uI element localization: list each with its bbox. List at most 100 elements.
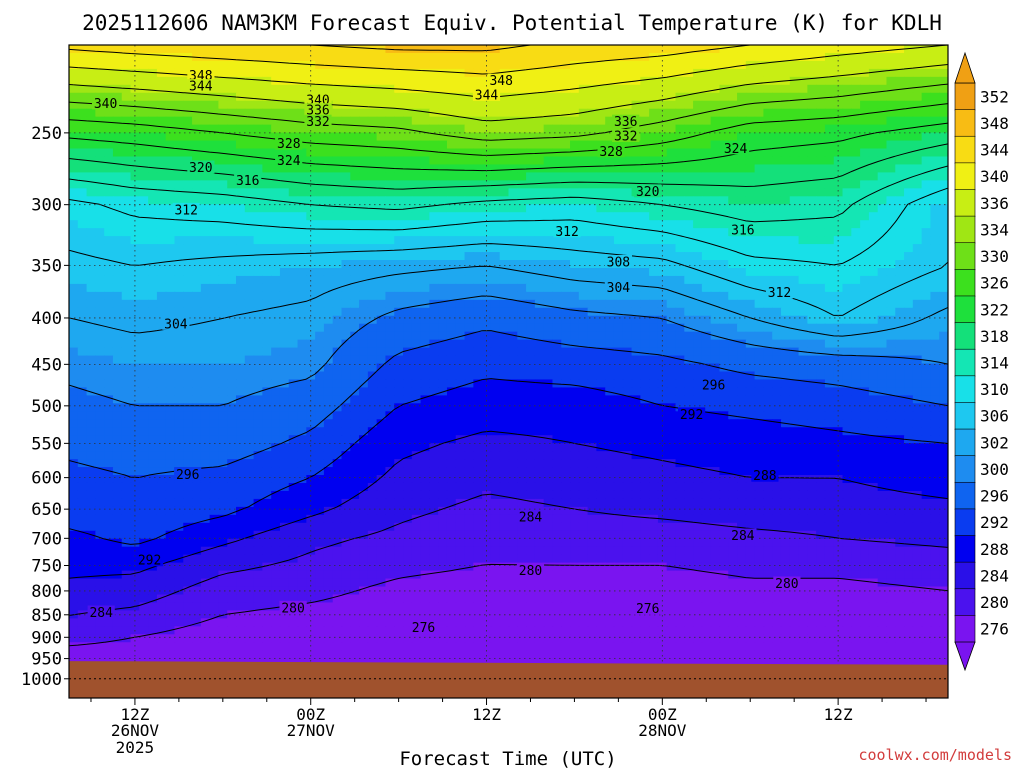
heat-cell [587, 291, 597, 301]
heat-cell [895, 220, 905, 229]
heat-cell [297, 403, 307, 412]
heat-cell [464, 188, 474, 197]
heat-cell [842, 379, 852, 389]
heat-cell [921, 156, 932, 166]
heat-cell [420, 323, 430, 333]
heat-cell [148, 68, 158, 78]
heat-cell [139, 180, 149, 189]
heat-cell [473, 156, 483, 166]
heat-cell [69, 331, 79, 341]
heat-cell [517, 419, 527, 428]
heat-cell [323, 196, 334, 205]
heat-cell [86, 427, 96, 436]
heat-cell [807, 419, 817, 428]
heat-cell [192, 355, 202, 365]
heat-cell [350, 132, 360, 142]
heat-cell [429, 267, 439, 277]
heat-cell [543, 196, 554, 205]
heat-cell [684, 148, 694, 158]
heat-cell [253, 395, 263, 404]
heat-cell [148, 76, 158, 86]
heat-cell [904, 60, 914, 70]
heat-cell [895, 164, 905, 174]
heat-cell [605, 172, 615, 181]
heat-cell [640, 355, 650, 365]
heat-cell [824, 244, 835, 253]
heat-cell [183, 267, 193, 277]
heat-cell [772, 371, 782, 381]
heat-cell [939, 395, 948, 404]
heat-cell [183, 299, 193, 309]
heat-cell [737, 260, 747, 269]
heat-cell [649, 156, 659, 166]
heat-cell [148, 124, 158, 134]
heat-cell [183, 108, 193, 118]
heat-cell [745, 244, 756, 253]
heat-cell [780, 267, 791, 277]
heat-cell [271, 252, 281, 261]
heat-cell [473, 60, 483, 70]
heat-cell [200, 275, 211, 285]
heat-cell [490, 339, 501, 349]
heat-cell [737, 275, 747, 285]
heat-cell [737, 339, 747, 349]
heat-cell [693, 395, 703, 404]
heat-cell [165, 403, 176, 412]
heat-cell [833, 204, 844, 213]
heat-cell [411, 116, 422, 126]
heat-cell [763, 355, 773, 365]
heat-cell [227, 132, 237, 142]
heat-cell [640, 116, 650, 126]
heat-cell [728, 164, 738, 174]
heat-cell [69, 108, 79, 118]
heat-cell [446, 156, 457, 166]
heat-cell [842, 275, 852, 285]
heat-cell [640, 315, 650, 325]
heat-cell [95, 60, 105, 70]
heat-cell [754, 275, 765, 285]
heat-cell [613, 427, 624, 436]
heat-cell [772, 323, 782, 333]
heat-cell [244, 228, 255, 237]
heat-cell [675, 395, 685, 404]
heat-cell [288, 68, 299, 78]
heat-cell [780, 100, 791, 110]
heat-cell [288, 387, 299, 396]
heat-cell [367, 331, 378, 341]
heat-cell [886, 387, 896, 396]
heat-cell [104, 212, 114, 221]
heat-cell [816, 148, 826, 158]
heat-cell [728, 363, 738, 373]
heat-cell [156, 371, 167, 381]
heat-cell [868, 180, 879, 189]
heat-cell [543, 435, 554, 444]
heat-cell [130, 45, 140, 54]
heat-cell [490, 307, 501, 317]
heat-cell [244, 108, 255, 118]
heat-cell [904, 116, 914, 126]
heat-cell [359, 100, 369, 110]
heat-cell [420, 419, 430, 428]
heat-cell [816, 291, 826, 301]
heat-cell [156, 92, 167, 102]
heat-cell [279, 220, 290, 229]
heat-cell [244, 291, 255, 301]
heat-cell [200, 315, 211, 325]
heat-cell [684, 355, 694, 365]
heat-cell [526, 100, 536, 110]
heat-cell [798, 132, 808, 142]
heat-cell [798, 228, 808, 237]
heat-cell [69, 124, 79, 134]
heat-cell [350, 140, 360, 150]
heat-cell [605, 419, 615, 428]
heat-cell [306, 267, 316, 277]
heat-cell [165, 156, 176, 166]
heat-cell [156, 84, 167, 94]
heat-cell [473, 45, 483, 54]
heat-cell [367, 355, 378, 365]
heat-cell [297, 196, 307, 205]
heat-cell [596, 403, 606, 412]
heat-cell [517, 291, 527, 301]
heat-cell [112, 68, 123, 78]
heat-cell [271, 371, 281, 381]
